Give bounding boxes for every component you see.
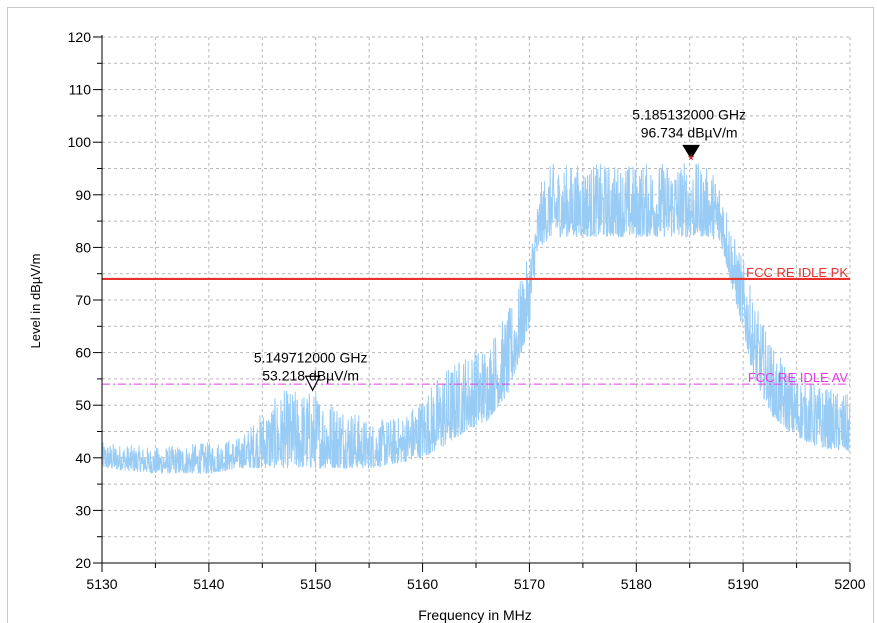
x-tick-label: 5150 [300,576,331,592]
y-tick-label: 20 [75,555,91,571]
marker-frequency-label: 5.185132000 GHz [632,106,746,122]
y-tick-label: 30 [75,502,91,518]
trace-line [101,163,851,475]
marker-frequency-label: 5.149712000 GHz [254,349,368,365]
y-tick-label: 110 [69,82,92,98]
y-tick-label: 40 [75,450,91,466]
x-tick-label: 5180 [621,576,652,592]
x-tick-label: 5190 [728,576,759,592]
limit-lines: FCC RE IDLE PK FCC RE IDLE AV [102,265,850,385]
x-tick-label: 5130 [86,576,117,592]
marker-triangle-filled [682,144,701,160]
y-axis-label: Level in dBµV/m [28,254,43,349]
y-tick-label: 100 [68,134,92,150]
x-axis-label: Frequency in MHz [418,607,532,623]
av-limit-label: FCC RE IDLE AV [748,370,849,385]
y-tick-label: 60 [75,345,91,361]
x-tick-label: 5160 [407,576,438,592]
marker-triangle-hollow [304,375,321,392]
y-tick-label: 80 [75,239,91,255]
y-tick-label: 70 [75,292,91,308]
y-tick-label: 120 [68,29,92,45]
axes: 20 30 40 50 60 70 80 90 100 110 120 5130 5140 5150 516… [68,29,866,592]
marker-point-star: * [688,152,694,169]
grid [102,36,851,563]
x-tick-label: 5200 [834,576,865,592]
marker-level-label: 53.218 dBµV/m [262,367,359,383]
pk-limit-label: FCC RE IDLE PK [746,265,848,280]
y-tick-label: 50 [75,397,91,413]
y-tick-label: 90 [75,187,91,203]
markers: * 5.185132000 GHz 96.734 dBµV/m 5.149712000… [254,106,746,392]
spectrum-trace [101,163,851,475]
x-tick-label: 5170 [514,576,545,592]
x-tick-label: 5140 [193,576,224,592]
outer-frame [7,7,874,623]
marker-level-label: 96.734 dBµV/m [641,124,738,140]
